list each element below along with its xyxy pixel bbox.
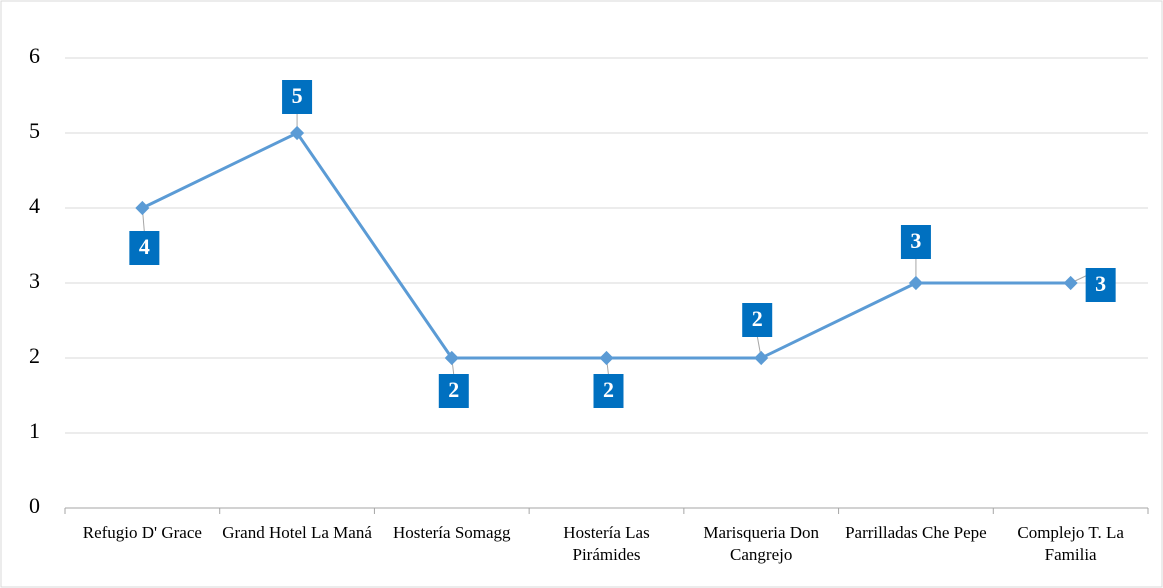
- marker: [754, 350, 769, 366]
- y-tick-label: 1: [29, 418, 40, 443]
- data-label: 5: [292, 83, 303, 108]
- marker: [599, 350, 614, 366]
- data-label-box: [282, 80, 313, 114]
- x-tick-label: Complejo T. La Familia: [1017, 523, 1124, 564]
- y-tick-label: 5: [29, 118, 40, 143]
- data-label: 2: [448, 377, 459, 402]
- data-label-box: [900, 225, 931, 259]
- marker: [908, 275, 923, 291]
- y-tick-label: 6: [29, 43, 40, 68]
- data-label-box: [438, 374, 469, 408]
- data-label: 4: [139, 234, 150, 259]
- x-tick-label: Hostería Las Pirámides: [563, 523, 650, 564]
- data-label: 3: [1095, 271, 1106, 296]
- data-label-box: [593, 374, 624, 408]
- x-tick-label: Parrilladas Che Pepe: [845, 523, 987, 542]
- y-tick-label: 3: [29, 268, 40, 293]
- y-tick-label: 0: [29, 493, 40, 518]
- data-label: 3: [910, 228, 921, 253]
- data-label-box: [1085, 268, 1116, 302]
- x-tick-label: Refugio D' Grace: [82, 523, 202, 542]
- y-tick-label: 4: [29, 193, 40, 218]
- x-tick-label: Grand Hotel La Maná: [222, 523, 372, 542]
- marker: [135, 200, 150, 216]
- data-label-box: [742, 303, 773, 337]
- data-label: 2: [603, 377, 614, 402]
- marker: [1063, 275, 1078, 291]
- marker: [444, 350, 459, 366]
- y-tick-label: 2: [29, 343, 40, 368]
- x-tick-label: Marisqueria Don Cangrejo: [703, 523, 820, 564]
- marker: [290, 125, 305, 141]
- x-tick-label: Hostería Somagg: [392, 523, 511, 542]
- data-label: 2: [752, 306, 763, 331]
- data-label-box: [129, 231, 160, 265]
